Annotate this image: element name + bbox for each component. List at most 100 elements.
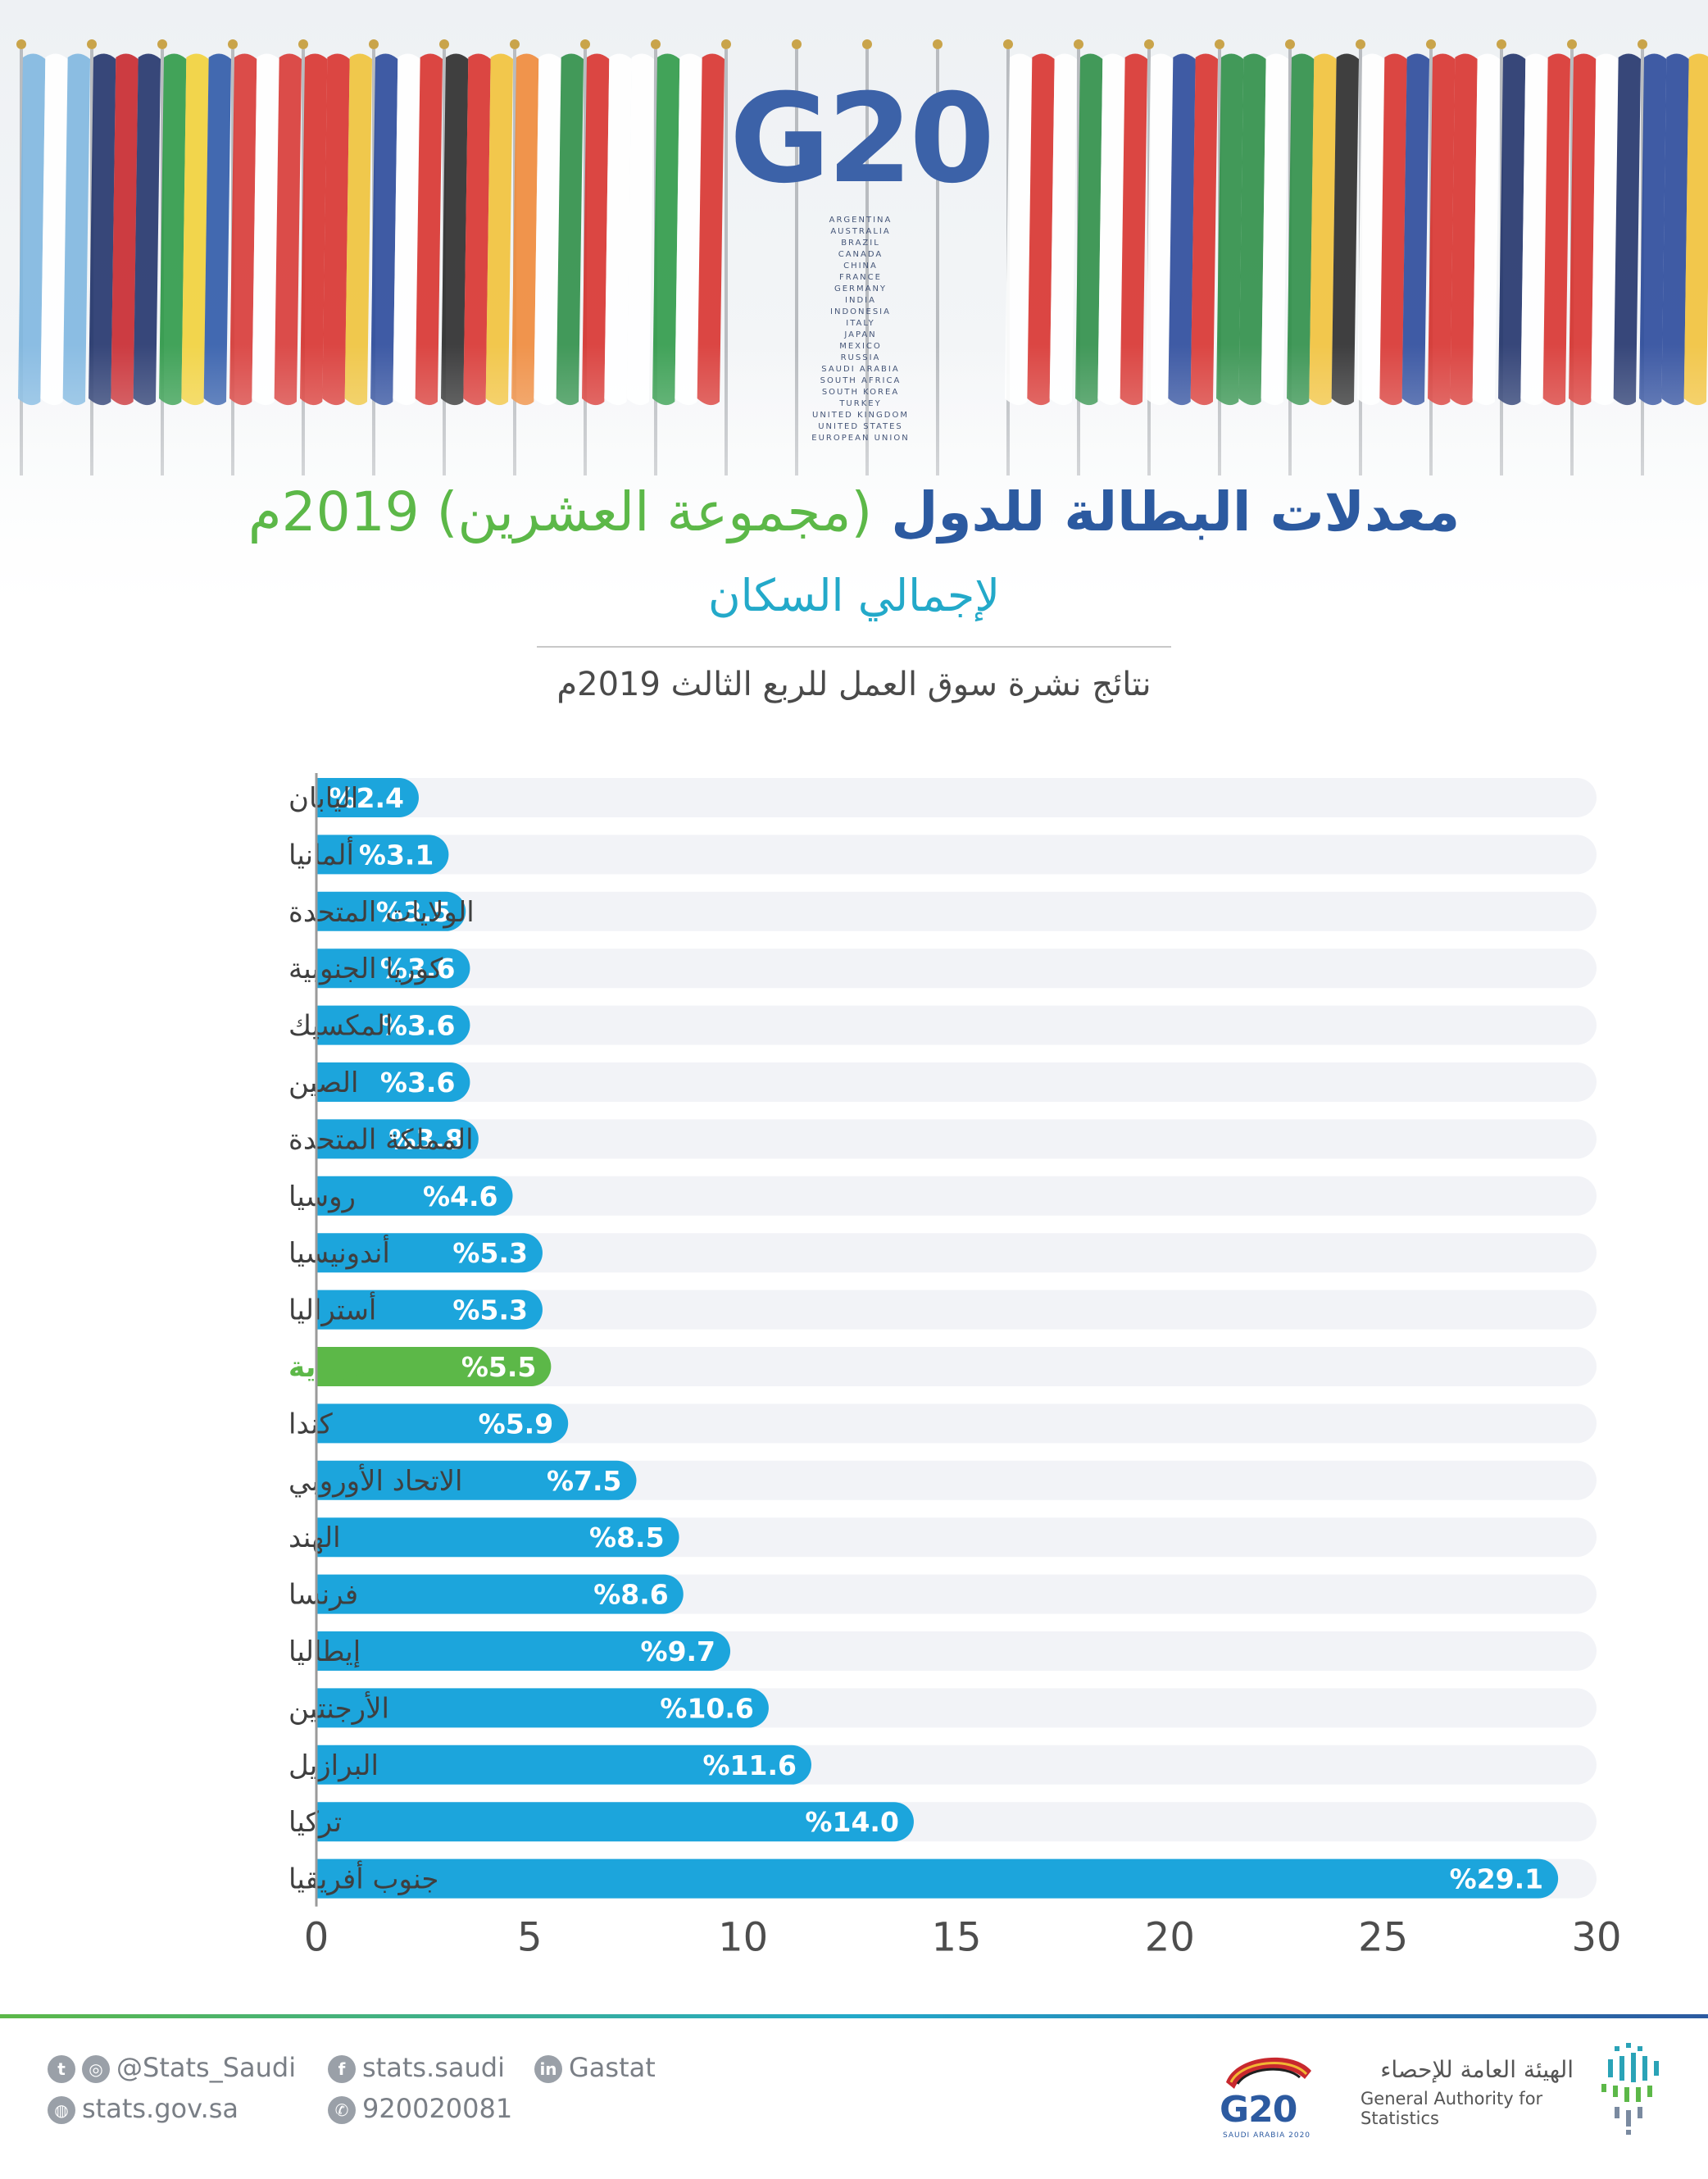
bar-value-label: %5.5 bbox=[461, 1351, 537, 1383]
x-tick-label: 5 bbox=[517, 1915, 543, 1961]
twitter-handle[interactable]: @Stats_Saudi bbox=[116, 2052, 297, 2083]
title-divider bbox=[537, 646, 1171, 648]
flag-stripe bbox=[18, 53, 46, 406]
globe-icon: ◍ bbox=[48, 2096, 75, 2124]
bar-track bbox=[316, 1403, 1597, 1444]
category-label: جنوب أفريقيا bbox=[288, 1861, 438, 1896]
linkedin-icon: in bbox=[534, 2055, 562, 2083]
bar-value-label: %3.6 bbox=[380, 1067, 456, 1099]
authority-name-ar: الهيئة العامة للإحصاء bbox=[1380, 2056, 1574, 2083]
category-label: أستراليا bbox=[288, 1292, 376, 1327]
bar-value-label: %3.6 bbox=[380, 1010, 456, 1042]
flag-stripe bbox=[1379, 53, 1407, 406]
bar-track bbox=[316, 1460, 1597, 1500]
flag-stripe bbox=[370, 53, 398, 406]
flag-stripe bbox=[652, 53, 680, 406]
phone-number[interactable]: 920020081 bbox=[362, 2093, 513, 2124]
bar bbox=[316, 1745, 811, 1785]
flag-finial bbox=[439, 39, 449, 49]
flag-finial bbox=[933, 39, 943, 49]
bar-highlight bbox=[316, 1347, 552, 1386]
flag-stripe bbox=[1190, 53, 1218, 406]
bar-value-label: %3.1 bbox=[359, 839, 434, 871]
category-label: الهند bbox=[288, 1522, 341, 1554]
flag-stripe bbox=[1331, 53, 1359, 406]
flag-stripe bbox=[1428, 53, 1456, 406]
flag-stripe bbox=[441, 53, 469, 406]
bar-value-label: %4.6 bbox=[423, 1180, 498, 1212]
category-label: السعودية bbox=[288, 1351, 411, 1384]
category-label: كوريا الجنوبية bbox=[288, 953, 443, 985]
bar bbox=[316, 1858, 1559, 1899]
footer-website[interactable]: ◍ stats.gov.sa bbox=[48, 2092, 238, 2125]
bar-track bbox=[316, 1119, 1597, 1159]
bar bbox=[316, 1233, 543, 1273]
flag-stripe bbox=[89, 53, 116, 406]
linkedin-handle[interactable]: Gastat bbox=[569, 2052, 656, 2083]
flag-stripe bbox=[1591, 53, 1619, 406]
category-label: إيطاليا bbox=[288, 1635, 361, 1668]
flag-stripe bbox=[1005, 53, 1033, 406]
flag-stripe bbox=[1027, 53, 1055, 406]
category-label: الصين bbox=[288, 1067, 358, 1099]
chart-source-note: نتائج نشرة سوق العمل للربع الثالث 2019م bbox=[556, 666, 1152, 703]
flag-stripe bbox=[344, 53, 372, 406]
bar-value-label: %3.5 bbox=[376, 896, 452, 928]
bar-value-label: %5.9 bbox=[479, 1408, 554, 1440]
flag-stripe bbox=[1168, 53, 1196, 406]
bar-track bbox=[316, 1062, 1597, 1102]
bar bbox=[316, 1005, 470, 1045]
flag-stripe bbox=[1569, 53, 1597, 406]
flag-stripe bbox=[1450, 53, 1478, 406]
flag-stripe bbox=[159, 53, 187, 406]
flag-stripe bbox=[1287, 53, 1315, 406]
bar-value-label: %3.8 bbox=[388, 1123, 464, 1155]
x-tick-label: 15 bbox=[931, 1915, 981, 1961]
flag-finial bbox=[721, 39, 731, 49]
flag-pole bbox=[865, 49, 869, 475]
g20-country-list: ARGENTINA AUSTRALIA BRAZIL CANADA CHINA FRANC… bbox=[811, 216, 910, 443]
bar-value-label: %5.3 bbox=[452, 1294, 528, 1326]
title-main: معدلات البطالة للدول bbox=[891, 480, 1460, 544]
flag-stripe bbox=[626, 53, 654, 406]
bar bbox=[316, 1403, 569, 1444]
bar-value-label: %11.6 bbox=[702, 1749, 797, 1781]
category-label: اليابان bbox=[288, 782, 358, 815]
bar-track bbox=[316, 1233, 1597, 1273]
g20-saudi-logo: G20 SAUDI ARABIA 2020 bbox=[1220, 2046, 1318, 2145]
flag-pole bbox=[795, 49, 798, 475]
facebook-handle[interactable]: stats.saudi bbox=[362, 2052, 505, 2083]
flag-stripe bbox=[274, 53, 302, 406]
bar bbox=[316, 1631, 731, 1671]
footer-phone[interactable]: ✆ 920020081 bbox=[328, 2092, 512, 2125]
website-link[interactable]: stats.gov.sa bbox=[82, 2093, 239, 2124]
bar-track bbox=[316, 1290, 1597, 1330]
flag-finial bbox=[1074, 39, 1083, 49]
flag-finial bbox=[228, 39, 238, 49]
footer-linkedin[interactable]: in Gastat bbox=[534, 2051, 656, 2084]
flag-stripe bbox=[1498, 53, 1526, 406]
flag-pole bbox=[936, 49, 939, 475]
flag-stripe bbox=[1120, 53, 1147, 406]
flag-finial bbox=[1285, 39, 1295, 49]
bar-value-label: %10.6 bbox=[660, 1692, 754, 1724]
bar-value-label: %9.7 bbox=[641, 1635, 716, 1667]
flag-pole bbox=[725, 49, 728, 475]
x-tick-label: 10 bbox=[718, 1915, 768, 1961]
bar bbox=[316, 1119, 479, 1159]
flag-finial bbox=[792, 39, 802, 49]
flag-finial bbox=[580, 39, 590, 49]
flag-stripe bbox=[393, 53, 420, 406]
flags-banner: G20 ARGENTINA AUSTRALIA BRAZIL CANADA CHINA F… bbox=[0, 0, 1708, 623]
flag-finial bbox=[1638, 39, 1647, 49]
flag-stripe bbox=[415, 53, 443, 406]
flag-stripe bbox=[556, 53, 584, 406]
footer-twitter[interactable]: t ◎ @Stats_Saudi bbox=[48, 2051, 296, 2084]
bar-value-label: %5.3 bbox=[452, 1237, 528, 1269]
flag-stripe bbox=[203, 53, 231, 406]
instagram-icon: ◎ bbox=[82, 2055, 110, 2083]
bar bbox=[316, 835, 449, 875]
footer-facebook[interactable]: f stats.saudi bbox=[328, 2051, 505, 2084]
bar bbox=[316, 1688, 769, 1728]
title-group: (مجموعة العشرين) 2019م bbox=[248, 480, 873, 544]
